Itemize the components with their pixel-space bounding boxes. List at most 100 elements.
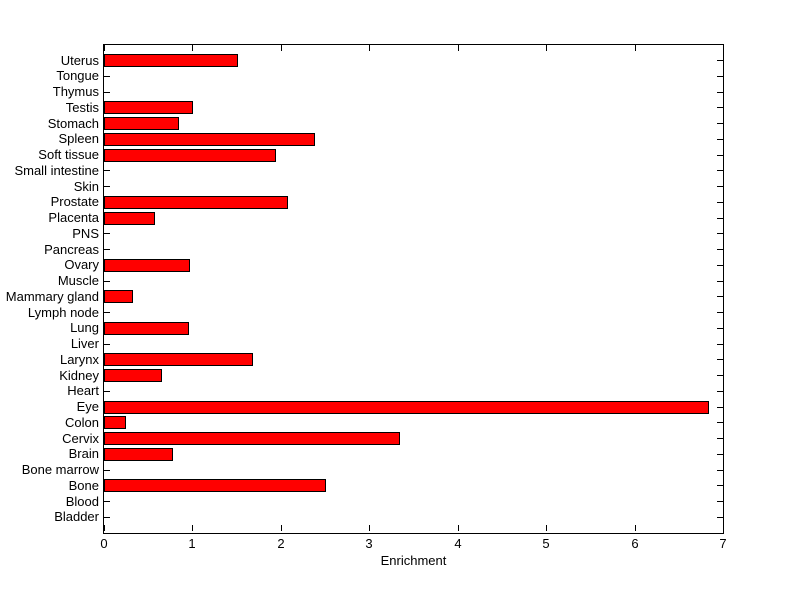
- x-tick-bottom: [723, 525, 724, 531]
- y-tick-left: [104, 391, 110, 392]
- x-tick-label-2: 2: [277, 536, 285, 551]
- y-tick-left: [104, 170, 110, 171]
- bar-stomach: [104, 117, 179, 130]
- y-tick-right: [717, 375, 723, 376]
- y-tick-right: [717, 170, 723, 171]
- y-axis-label-lung: Lung: [70, 320, 99, 335]
- bar-mammary-gland: [104, 290, 133, 303]
- y-axis-label-stomach: Stomach: [47, 116, 99, 131]
- x-tick-top: [635, 45, 636, 51]
- y-axis-label-placenta: Placenta: [48, 210, 99, 225]
- bar-soft-tissue: [104, 149, 276, 162]
- x-tick-top: [192, 45, 193, 51]
- y-tick-right: [717, 422, 723, 423]
- y-tick-left: [104, 312, 110, 313]
- y-axis-label-mammary-gland: Mammary gland: [5, 289, 99, 304]
- plot-area: [103, 44, 724, 534]
- y-axis-label-thymus: Thymus: [52, 84, 99, 99]
- y-axis-label-cervix: Cervix: [62, 431, 99, 446]
- y-tick-right: [717, 76, 723, 77]
- bar-larynx: [104, 353, 253, 366]
- y-axis-label-small-intestine: Small intestine: [14, 163, 99, 178]
- y-tick-left: [104, 517, 110, 518]
- x-tick-bottom: [546, 525, 547, 531]
- y-tick-left: [104, 501, 110, 502]
- y-axis-label-bone-marrow: Bone marrow: [21, 462, 99, 477]
- y-tick-left: [104, 233, 110, 234]
- y-tick-left: [104, 344, 110, 345]
- x-tick-bottom: [281, 525, 282, 531]
- x-tick-top: [546, 45, 547, 51]
- y-tick-right: [717, 186, 723, 187]
- y-tick-left: [104, 249, 110, 250]
- y-tick-right: [717, 296, 723, 297]
- y-axis-label-bladder: Bladder: [54, 509, 99, 524]
- y-tick-right: [717, 517, 723, 518]
- y-axis-label-uterus: Uterus: [60, 53, 99, 68]
- y-tick-left: [104, 281, 110, 282]
- y-axis-label-eye: Eye: [76, 399, 99, 414]
- bar-spleen: [104, 133, 315, 146]
- x-tick-label-6: 6: [631, 536, 639, 551]
- y-tick-left: [104, 470, 110, 471]
- bar-kidney: [104, 369, 162, 382]
- y-tick-right: [717, 312, 723, 313]
- x-tick-top: [458, 45, 459, 51]
- y-axis-label-spleen: Spleen: [58, 131, 99, 146]
- y-tick-right: [717, 60, 723, 61]
- y-tick-right: [717, 139, 723, 140]
- y-tick-right: [717, 391, 723, 392]
- y-tick-left: [104, 76, 110, 77]
- bar-brain: [104, 448, 173, 461]
- bar-prostate: [104, 196, 288, 209]
- y-axis-label-heart: Heart: [67, 383, 99, 398]
- y-axis-label-liver: Liver: [70, 336, 99, 351]
- bar-cervix: [104, 432, 400, 445]
- y-axis-label-colon: Colon: [65, 415, 99, 430]
- x-tick-bottom: [369, 525, 370, 531]
- x-tick-bottom: [104, 525, 105, 531]
- y-tick-right: [717, 155, 723, 156]
- bar-eye: [104, 401, 709, 414]
- y-axis-label-blood: Blood: [65, 494, 99, 509]
- y-tick-right: [717, 485, 723, 486]
- y-axis-label-brain: Brain: [68, 446, 99, 461]
- x-tick-bottom: [192, 525, 193, 531]
- y-tick-right: [717, 407, 723, 408]
- y-tick-right: [717, 92, 723, 93]
- x-tick-bottom: [635, 525, 636, 531]
- y-tick-right: [717, 202, 723, 203]
- y-tick-right: [717, 501, 723, 502]
- bar-bone: [104, 479, 326, 492]
- x-tick-label-4: 4: [454, 536, 462, 551]
- x-axis-title: Enrichment: [380, 553, 447, 568]
- x-tick-label-1: 1: [188, 536, 196, 551]
- bar-uterus: [104, 54, 238, 67]
- y-axis-label-soft-tissue: Soft tissue: [38, 147, 99, 162]
- y-tick-left: [104, 92, 110, 93]
- y-axis-label-ovary: Ovary: [64, 257, 99, 272]
- y-tick-right: [717, 218, 723, 219]
- bar-placenta: [104, 212, 155, 225]
- x-tick-top: [369, 45, 370, 51]
- x-tick-label-3: 3: [365, 536, 373, 551]
- y-tick-right: [717, 328, 723, 329]
- y-tick-left: [104, 186, 110, 187]
- y-tick-right: [717, 344, 723, 345]
- bar-lung: [104, 322, 189, 335]
- y-axis-label-kidney: Kidney: [59, 368, 99, 383]
- x-tick-top: [281, 45, 282, 51]
- y-tick-right: [717, 438, 723, 439]
- y-axis-label-bone: Bone: [68, 478, 99, 493]
- y-axis-label-testis: Testis: [65, 100, 99, 115]
- x-tick-label-7: 7: [719, 536, 727, 551]
- x-tick-label-5: 5: [542, 536, 550, 551]
- y-tick-right: [717, 123, 723, 124]
- y-tick-right: [717, 249, 723, 250]
- x-tick-label-0: 0: [100, 536, 108, 551]
- x-tick-top: [723, 45, 724, 51]
- y-tick-right: [717, 233, 723, 234]
- y-tick-right: [717, 454, 723, 455]
- y-tick-right: [717, 281, 723, 282]
